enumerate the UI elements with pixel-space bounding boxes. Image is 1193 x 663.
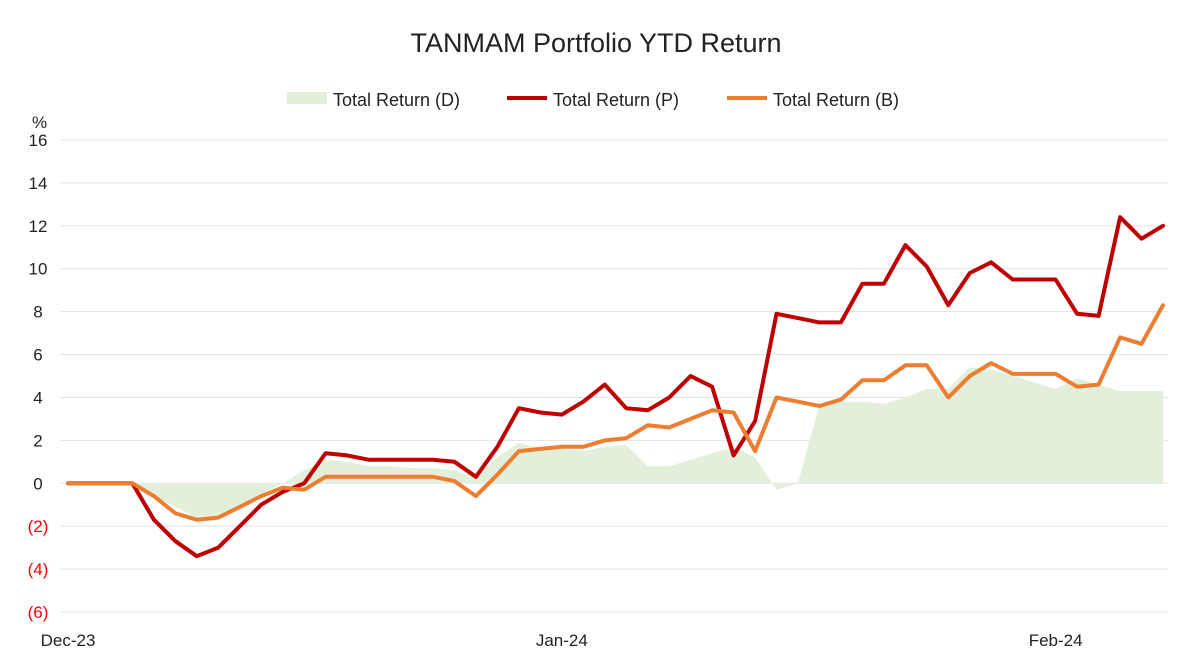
legend-label-b: Total Return (B) — [773, 90, 899, 110]
y-axis-ticks: (6) (4) (2) 0 2 4 6 8 10 12 14 16 — [28, 131, 49, 622]
x-tick-label: Feb-24 — [1029, 631, 1083, 650]
chart: TANMAM Portfolio YTD Return Total Return… — [0, 0, 1193, 663]
x-tick-label: Dec-23 — [41, 631, 96, 650]
y-tick-label: 8 — [33, 303, 42, 322]
y-tick-label: 10 — [29, 260, 48, 279]
legend-label-d: Total Return (D) — [333, 90, 460, 110]
legend-label-p: Total Return (P) — [553, 90, 679, 110]
series-total-return-d-area — [68, 367, 1163, 517]
x-tick-label: Jan-24 — [536, 631, 588, 650]
chart-title: TANMAM Portfolio YTD Return — [410, 28, 781, 58]
y-tick-label: (4) — [28, 560, 49, 579]
y-tick-label: 0 — [33, 474, 42, 493]
legend-swatch-d — [287, 92, 327, 104]
y-tick-label: 6 — [33, 346, 42, 365]
y-tick-label: 12 — [29, 217, 48, 236]
x-axis-ticks: Dec-23 Jan-24 Feb-24 — [41, 631, 1083, 650]
y-tick-label: 2 — [33, 431, 42, 450]
y-tick-label: 16 — [29, 131, 48, 150]
legend: Total Return (D) Total Return (P) Total … — [287, 90, 899, 110]
y-tick-label: 14 — [29, 174, 48, 193]
y-tick-label: 4 — [33, 388, 42, 407]
y-tick-label: (6) — [28, 603, 49, 622]
y-tick-label: (2) — [28, 517, 49, 536]
y-axis-unit-label: % — [32, 113, 47, 132]
plot-area — [68, 217, 1163, 556]
